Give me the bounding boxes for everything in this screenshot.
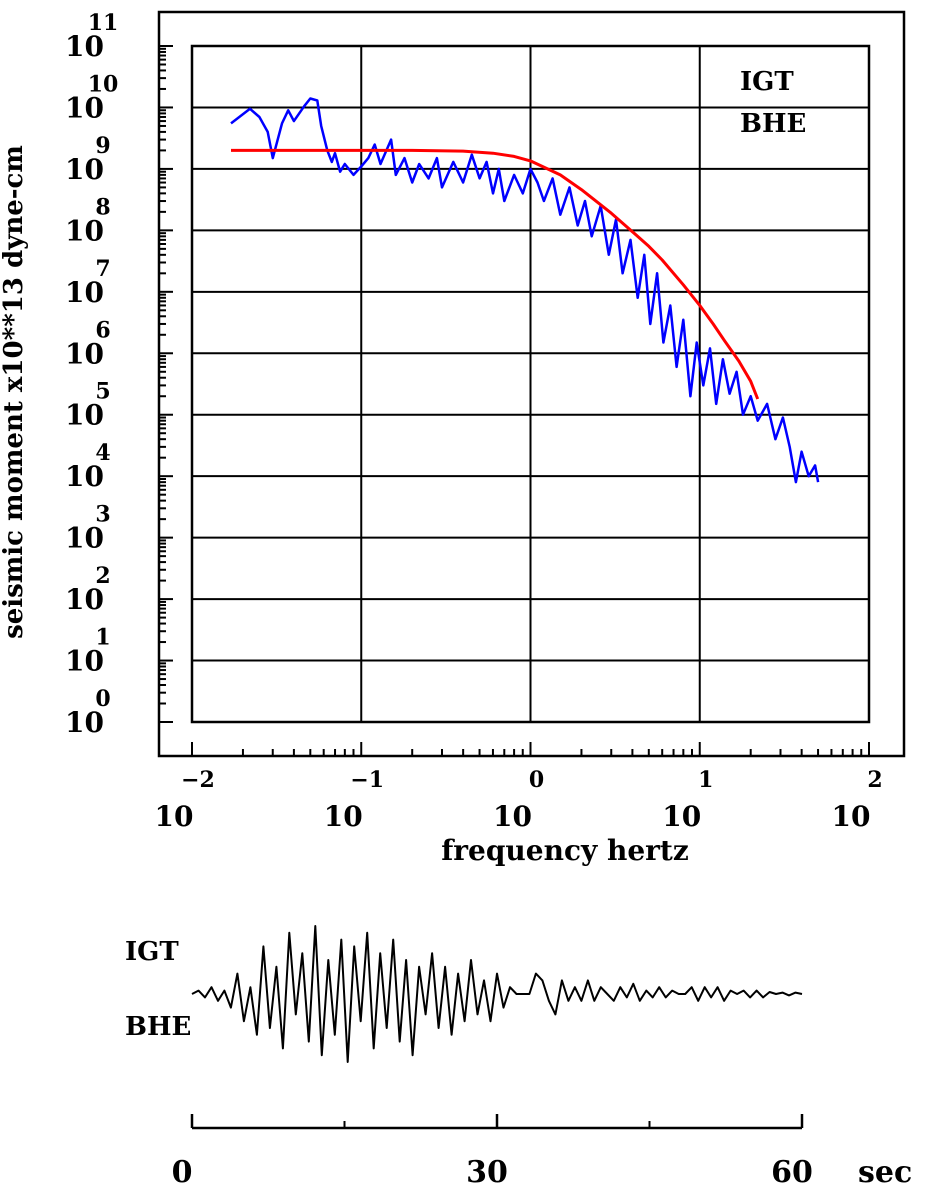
spectrum-y-tick-base: 10 [65, 583, 104, 616]
spectrum-y-tick-exponent: 4 [95, 440, 110, 466]
spectrum-x-tick-exponent: 0 [529, 767, 544, 793]
spectrum-y-tick-base: 10 [65, 91, 104, 124]
spectrum-y-tick-base: 10 [65, 645, 104, 678]
seismogram-annotation-channel: BHE [125, 1012, 191, 1042]
spectrum-x-tick-exponent: −2 [181, 767, 215, 793]
spectrum-y-tick-base: 10 [65, 214, 104, 247]
time-axis-tick-label: 0 [172, 1155, 193, 1184]
seismogram-annotation-station: IGT [125, 937, 179, 967]
spectrum-y-axis-label: seismic moment x10**13 dyne-cm [0, 145, 29, 639]
time-axis-ticks [190, 1114, 804, 1128]
spectrum-x-tick-base: 10 [662, 800, 701, 833]
seismogram: IGT BHE 0 30 60 sec [125, 925, 912, 1184]
spectrum-y-tick-exponent: 11 [88, 10, 119, 36]
spectrum-x-tick-base: 10 [155, 800, 194, 833]
spectrum-x-tick-exponent: 1 [698, 767, 713, 793]
spectrum-x-axis-label: frequency hertz [441, 834, 689, 867]
spectrum-x-tick-exponent: −1 [350, 767, 384, 793]
spectrum-y-tick-exponent: 10 [88, 71, 119, 97]
spectrum-annotation-channel: BHE [740, 109, 806, 139]
spectrum-y-tick-base: 10 [65, 337, 104, 370]
spectrum-series [230, 97, 820, 484]
spectrum-y-tick-base: 10 [65, 522, 104, 555]
spectrum-y-tick-base: 10 [65, 30, 104, 63]
seismogram-waveform [191, 925, 803, 1063]
time-axis-tick-label: 60 [771, 1155, 813, 1184]
spectrum-ticks [159, 45, 870, 756]
spectrum-y-tick-base: 10 [65, 399, 104, 432]
spectrum-annotation-station: IGT [740, 67, 794, 97]
spectrum-y-tick-exponent: 9 [95, 133, 110, 159]
spectrum-y-tick-base: 10 [65, 276, 104, 309]
spectrum-y-tick-base: 10 [65, 706, 104, 739]
spectrum-x-tick-base: 10 [493, 800, 532, 833]
spectrum-y-tick-exponent: 7 [95, 256, 110, 282]
spectrum-y-tick-base: 10 [65, 460, 104, 493]
spectrum-y-tick-exponent: 1 [95, 625, 110, 651]
spectrum-y-tick-base: 10 [65, 153, 104, 186]
spectrum-y-tick-exponent: 6 [95, 317, 110, 343]
spectrum-model-fit-line [231, 148, 760, 400]
spectrum-x-tick-exponent: 2 [867, 767, 882, 793]
spectrum-observed-line [230, 97, 820, 484]
seismogram-trace [191, 925, 803, 1063]
spectrum-y-tick-exponent: 2 [95, 563, 110, 589]
time-axis-tick-label: 30 [466, 1155, 508, 1184]
spectrum-x-tick-base: 10 [324, 800, 363, 833]
spectrum-y-tick-exponent: 0 [95, 686, 110, 712]
spectrum-y-tick-exponent: 3 [95, 502, 110, 528]
spectrum-grid [192, 46, 869, 722]
time-axis-tick-labels: 0 30 60 [172, 1155, 813, 1184]
spectrum-y-tick-exponent: 5 [95, 379, 110, 405]
spectrum-x-tick-base: 10 [832, 800, 871, 833]
spectrum-y-tick-exponent: 8 [95, 194, 110, 220]
time-axis-unit-label: sec [858, 1155, 912, 1184]
spectrum-x-tick-labels: −2 10 −1 10 0 10 1 10 2 10 [155, 767, 883, 833]
